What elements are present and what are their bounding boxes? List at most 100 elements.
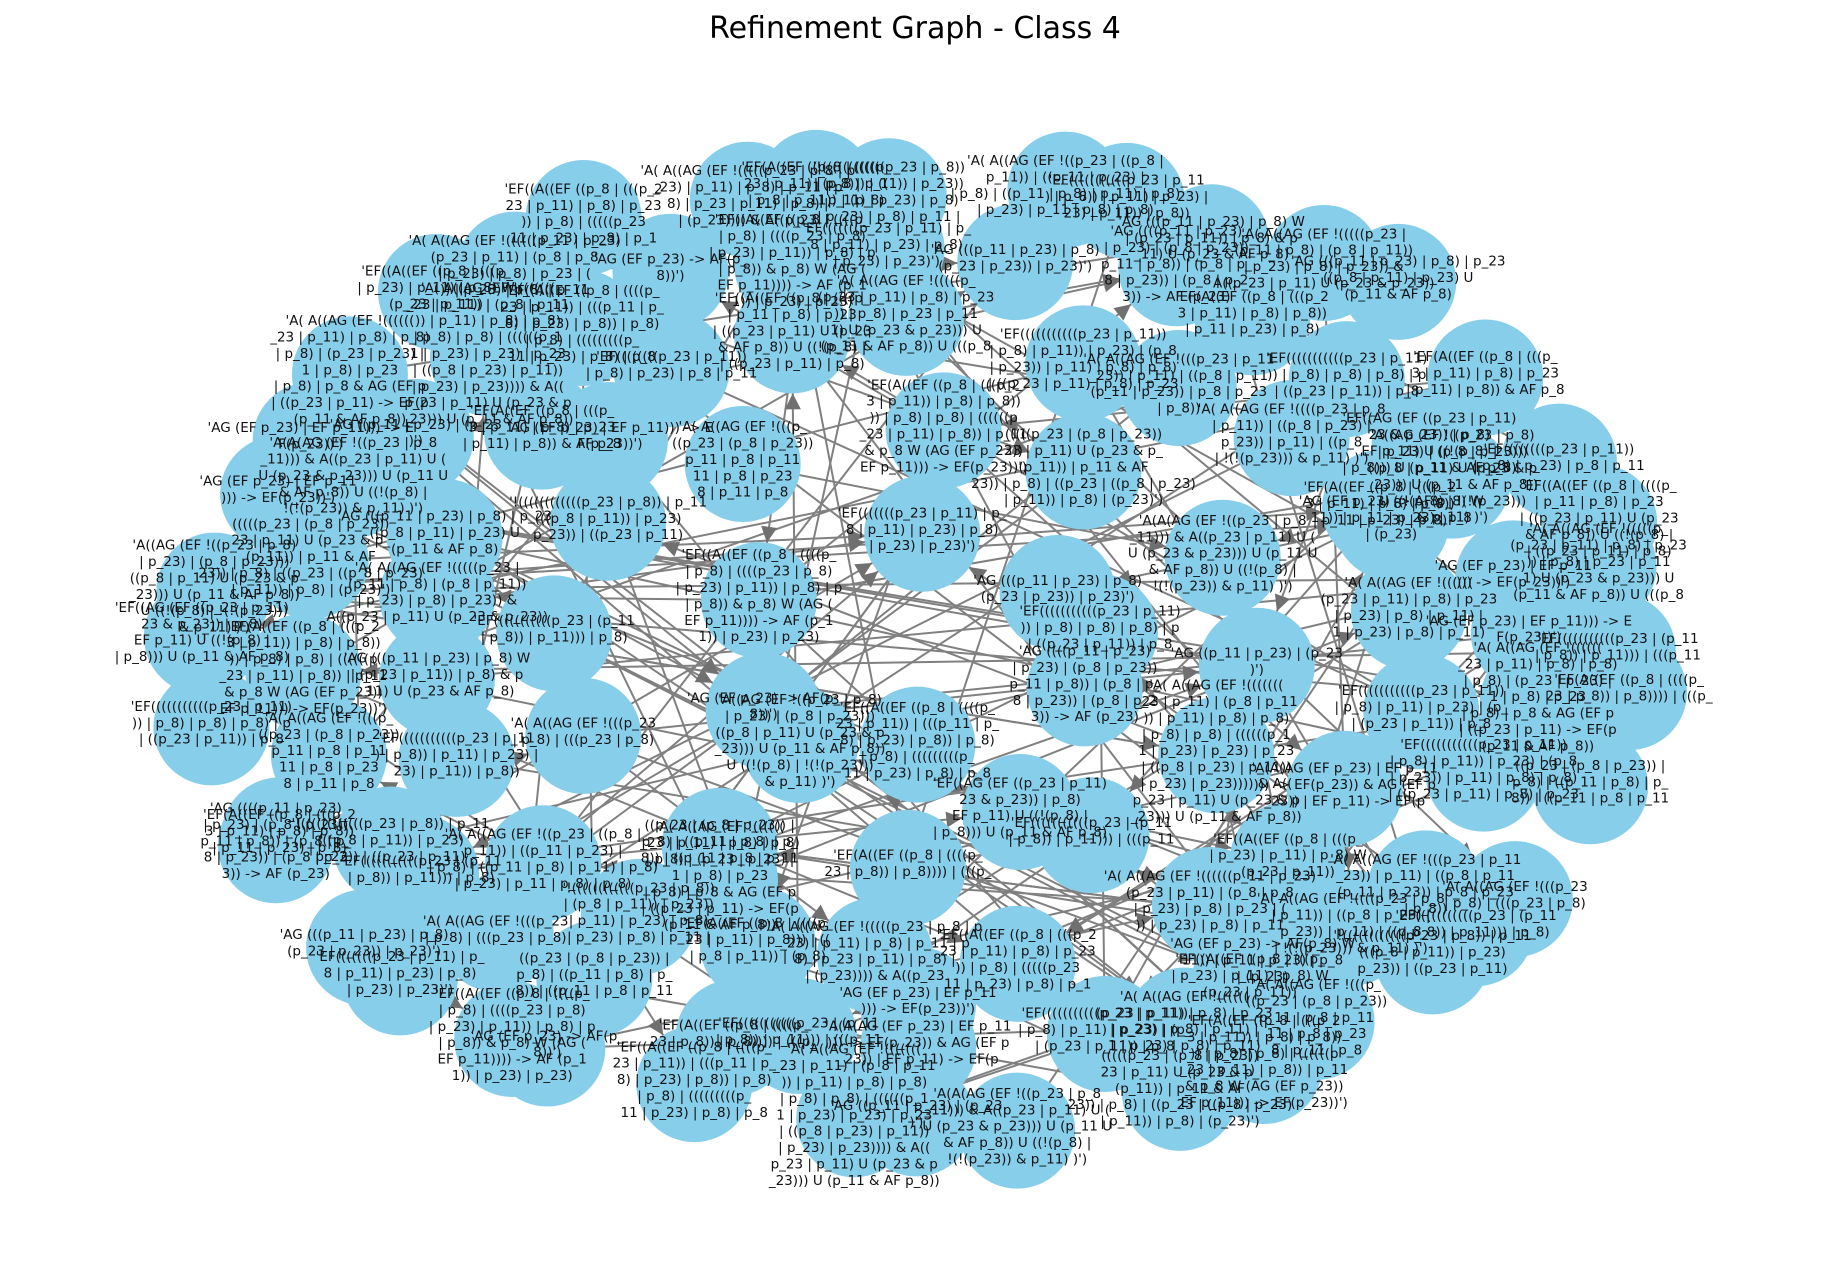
node-label: 'A( A((AG (EF !(((p_23 | p_8) | (((p_23 |…	[423, 913, 569, 945]
graph-node	[1233, 380, 1350, 497]
graph-node	[525, 677, 642, 794]
graph-node	[864, 475, 981, 592]
edge-arrowhead	[1135, 912, 1154, 929]
node-label: 'EF(((((((((((p_23 | p_11)) | p_8) | p_11…	[1388, 737, 1579, 802]
graph-node	[848, 259, 965, 376]
graph-node	[962, 754, 1078, 870]
node-label: 'EF(A((EF ((p_8 | ((((p_ 23 | p_8)) | p_8…	[1545, 672, 1712, 704]
node-label: 'AG (EF p_23) -> AF(p_ 8))')	[471, 1028, 625, 1060]
edge-arrowhead	[473, 833, 491, 848]
node-label: 'AG ((((p_11 | p_23) | p_23) | (p_8 | p_2…	[1009, 644, 1160, 726]
graph-node	[1158, 697, 1275, 814]
node-label: 'EF((A((EF ((p_8 | ((((p_ | p_11 | p_8) |…	[713, 291, 872, 373]
node-label: 'A((AG (EF !((p_23 | p_8) | p_23) | (p_8 …	[128, 538, 300, 636]
graph-edge	[553, 632, 1251, 981]
edge-arrowhead	[811, 904, 829, 921]
graph-node	[860, 947, 976, 1063]
node-label: 'EF(((((((((((p_23 | p_11)) | p_8) | p_11…	[988, 327, 1179, 392]
edge-arrowhead	[1137, 870, 1156, 887]
node-label: 'AG ((p_11 | p_23) | (p_23)')	[1171, 646, 1343, 678]
node-label: 'A( A((AG (EF !(((((p_ (p_23 | p_11) | p_…	[1510, 521, 1687, 603]
edge-arrowhead	[777, 847, 795, 864]
graph-title: Refinement Graph - Class 4	[709, 11, 1121, 46]
node-label: 'EF(((((((((((p_23 | (p_11 | p_8)) | p_11…	[473, 613, 634, 645]
graph-node	[1571, 634, 1688, 751]
node-label: 'EF(A((EF ((p_8 | (((p_2 3 | p_11)) | p_8…	[1179, 1013, 1348, 1111]
node-label: 'A( A((AG (EF !(((((p_23 | p_8 | p _23) |…	[767, 919, 982, 984]
graph-node	[1350, 553, 1467, 670]
node-label: 'A( A((AG (EF !((((((p_11 | p_23) (p_23 |…	[408, 233, 620, 298]
node-label: 'AG (EF p_23) | EF p_11))) -> EF(p_23))'…	[199, 474, 356, 506]
node-layer	[143, 129, 1688, 1189]
edge-arrowhead	[510, 751, 529, 767]
graph-node	[734, 277, 851, 394]
node-label: 'EF(A((EF ((p_8 | (((p_2 3 | p_11)) | p_8…	[218, 619, 387, 717]
graph-node	[485, 805, 602, 922]
node-label: 'AG ((((p_11 | p_23) | p_23) | (p_8 | p_2…	[1101, 223, 1252, 305]
graph-node	[612, 213, 729, 330]
graph-node	[959, 1072, 1076, 1189]
node-label: 'EF(((((((((((p_23 | (p_11 | p_8)) | p_11…	[716, 1016, 882, 1048]
graph-node	[1120, 329, 1237, 446]
node-label: 'A( A((AG (EF !(((((((p_23 | p_11) | p_8…	[1096, 989, 1273, 1054]
node-label: 'AG (((p_11 | p_23) | p_8) (p_23 | p_23))…	[973, 573, 1142, 605]
edge-arrowhead	[1305, 505, 1323, 522]
edge-arrowhead	[1277, 527, 1296, 544]
graph-node	[662, 822, 778, 938]
graph-node	[1042, 574, 1158, 690]
node-label: 'EF(((((((((((p_23 | (p_11 | p_8)) | p_11…	[1535, 631, 1701, 663]
node-label: 'EF(((((((((((p_23 | p_11))) | p_8) | p_…	[131, 699, 292, 748]
graph-node	[525, 159, 642, 276]
node-label: 'AG (((p_11 | p_23) | p_8) (p_23 | p_23))…	[931, 242, 1100, 274]
graph-node	[885, 372, 1002, 489]
graph-node	[378, 620, 495, 737]
graph-node	[1198, 607, 1315, 724]
node-label: 'A( A((AG (EF !(((((((p_23 | p_11) | p_8…	[1321, 575, 1498, 640]
graph-node	[1479, 643, 1596, 760]
node-label: 'A((AG (EF !((p_23 | p_8) | p_23) | (p_8 …	[714, 692, 886, 790]
node-label: 'A( A((AG (EF !(((p_23 | p_8) | (((p_23 |…	[1442, 879, 1588, 911]
node-label: 'EF(((((((((((p_23 | (p_11 | p_8)) | p_11…	[1395, 908, 1556, 940]
edge-arrowhead	[775, 871, 791, 890]
node-label: 'A( A((AG (EF !(((p_23 | p_8) | (((p_23 |…	[511, 716, 657, 748]
node-label: ((p_23 | (p_8 | p_23)) | p_8) | ((p_11 | …	[1511, 758, 1669, 807]
graph-node	[1194, 259, 1311, 376]
graph-node	[245, 613, 362, 730]
node-label: 'EF((A((EF ((p_8 | (((p_ | p_23) | p_11) …	[1209, 831, 1366, 880]
node-label: 'EF(((((((((((p_23 | p_11) | p_8)) | p_1…	[375, 730, 538, 779]
node-label: 'EF(A((EF ((p_8 | (((p_2 3 | p_11) | p_8)…	[1304, 480, 1457, 529]
node-label: 'A(A(AG (EF p_23) | EF p_11))) -> EF(p_2…	[1252, 760, 1438, 809]
edge-arrowhead	[1066, 917, 1085, 934]
graph-node	[454, 980, 571, 1097]
node-label: 'A( A((AG (EF !(((p_23 | p_11 _23)) | p_1…	[1083, 351, 1274, 416]
edge-arrowhead	[1102, 273, 1120, 290]
node-label: 'EF((AG (EF ((p_23 | p_11) 23 & p_23)) | …	[115, 600, 289, 665]
node-label: 'EF((A((EF ((p_8 | ((((p_ | p_8) | ((((p_…	[709, 212, 876, 310]
edge-arrowhead	[1113, 304, 1131, 321]
node-label: 'EF(((((((p_23 | p_11) | p_ 8 | p_11) | p…	[838, 505, 1007, 554]
node-label: 'EF(((((((((((p_23 | (p_11 | p_8)) | p_11…	[1008, 815, 1174, 847]
edge-arrowhead	[1274, 593, 1290, 612]
node-label: 'EF(A((EF ((p_8 | (((p_2 3 | p_11)) | p_8…	[859, 377, 1028, 475]
graph-node	[959, 905, 1076, 1022]
node-label: 'A( A((AG (EF !((((((_23 | p_11) | p_8) …	[1457, 640, 1617, 754]
node-label: 'EF(((((((p_23 | p_11) | p_ 8 | p_11) | p…	[802, 221, 971, 270]
node-label: 'A( A((AG (EF !(((((((_23 | p_11) | (p_8…	[402, 280, 574, 427]
edge-arrowhead	[1129, 774, 1147, 792]
graph-node	[1025, 413, 1142, 530]
graph-node	[1046, 976, 1163, 1093]
graph-node	[524, 270, 641, 387]
graph-node	[386, 478, 503, 595]
node-label: 'A( A((AG (EF !(((((((_23 | p_11) | (p_8…	[1130, 678, 1302, 825]
node-label: 'EF((A((EF ((p_8 | ((((p_ 23 | p_11)) | (…	[500, 283, 663, 365]
graph-node	[552, 382, 668, 498]
node-label: 'AG (((p_11 | p_23) | p_8) | p_23 ((p_8 |…	[337, 508, 552, 557]
node-label: 'EF(((((((((((p_23 | (p_11 | p_8)) | p_11…	[341, 853, 502, 885]
node-label: ((p_23 | (p_8 | p_23)) | p_8) | ((p_11 | …	[641, 817, 799, 866]
node-label: 'EF((A((EF ((p_8 | (((p_2 23 | p_11) | p_…	[504, 181, 662, 246]
node-label: '!((((((((((((p_23 | p_8)) | (p_8 | p_11)…	[562, 880, 714, 945]
edge-arrowhead	[969, 567, 988, 583]
node-label: '!((((((((((((p_23 | p_8)) | p_11 (((p_8 …	[291, 816, 489, 865]
graph-node	[550, 464, 667, 581]
